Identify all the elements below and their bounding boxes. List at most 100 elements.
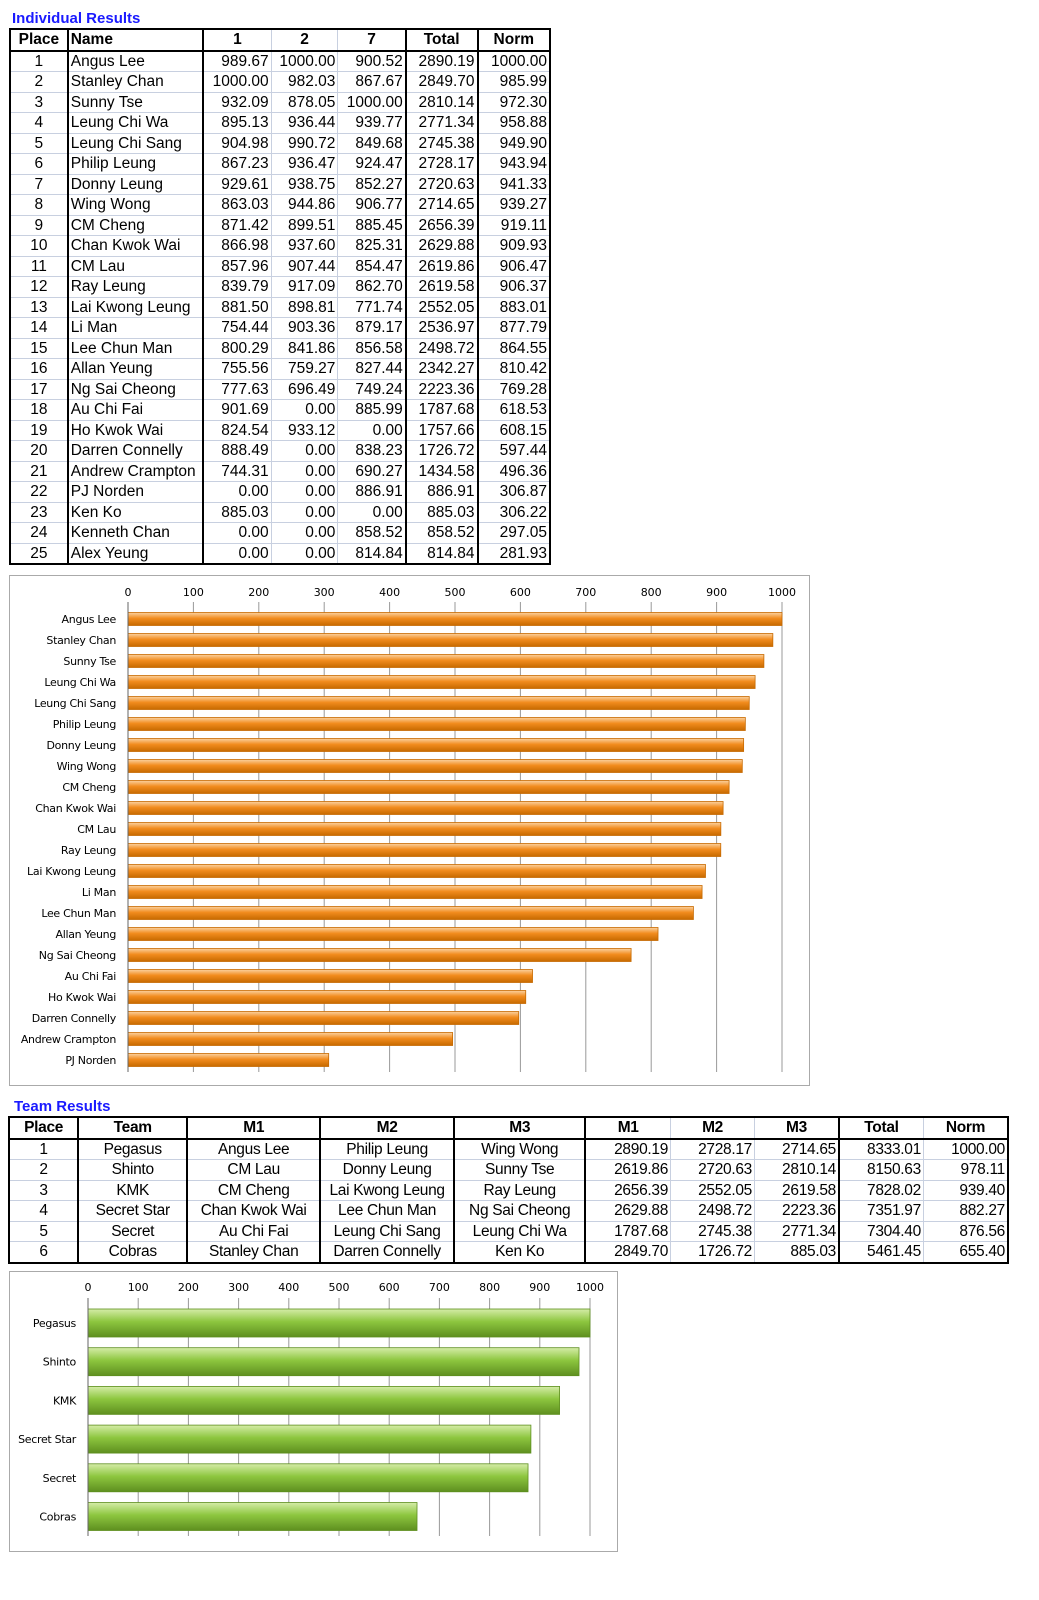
- column-header: Place: [8, 1116, 79, 1140]
- table-cell: 906.77: [337, 194, 407, 216]
- category-label: Stanley Chan: [46, 634, 116, 647]
- table-cell: KMK: [77, 1179, 188, 1201]
- table-cell: 0.00: [270, 460, 339, 482]
- table-row: 2 Shinto CM Lau Donny Leung Sunny Tse 2619.86…: [8, 1159, 1009, 1181]
- table-cell: 863.03: [202, 194, 272, 216]
- table-row: 4 Secret Star Chan Kwok Wai Lee Chun Man Ng …: [8, 1200, 1009, 1222]
- category-label: Lee Chun Man: [41, 907, 116, 920]
- table-cell: 0.00: [270, 542, 339, 565]
- table-cell: 1726.72: [404, 440, 479, 462]
- table-cell: 2771.34: [754, 1220, 840, 1242]
- table-cell: 25: [9, 542, 69, 565]
- table-cell: 882.27: [922, 1200, 1009, 1222]
- table-cell: Ho Kwok Wai: [66, 419, 204, 441]
- tick-label: 100: [183, 586, 204, 599]
- table-cell: 769.28: [476, 378, 551, 400]
- table-cell: 810.42: [476, 358, 551, 380]
- category-label: Li Man: [82, 886, 116, 899]
- table-cell: 15: [9, 337, 69, 359]
- tick-label: 700: [429, 1281, 450, 1294]
- bar: [87, 1308, 591, 1338]
- tick-label: 400: [278, 1281, 299, 1294]
- bar: [127, 948, 632, 962]
- bar: [87, 1347, 580, 1377]
- column-header: 2: [270, 28, 339, 52]
- table-cell: 1: [8, 1138, 79, 1160]
- table-cell: 866.98: [202, 235, 272, 257]
- table-cell: 696.49: [270, 378, 339, 400]
- table-cell: 909.93: [476, 235, 551, 257]
- table-cell: 936.47: [270, 153, 339, 175]
- table-row: 8 Wing Wong 863.03 944.86 906.77 2714.65 939.2…: [9, 194, 551, 216]
- category-label: Chan Kwok Wai: [35, 802, 116, 815]
- table-row: 14 Li Man 754.44 903.36 879.17 2536.97 877.79: [9, 317, 551, 339]
- column-header: M1: [186, 1116, 321, 1140]
- table-cell: 281.93: [476, 542, 551, 565]
- bar: [127, 717, 746, 731]
- table-row: 21 Andrew Crampton 744.31 0.00 690.27 1434.58…: [9, 460, 551, 482]
- table-cell: Darren Connelly: [66, 440, 204, 462]
- table-cell: 881.50: [202, 296, 272, 318]
- table-cell: Cobras: [77, 1241, 188, 1263]
- table-cell: 944.86: [270, 194, 339, 216]
- table-cell: 885.03: [202, 501, 272, 523]
- table-cell: 958.88: [476, 112, 551, 134]
- table-cell: 901.69: [202, 399, 272, 421]
- table-cell: Darren Connelly: [319, 1241, 455, 1263]
- table-cell: 2890.19: [404, 50, 479, 72]
- table-cell: 2745.38: [404, 132, 479, 154]
- table-cell: 5461.45: [837, 1241, 924, 1263]
- category-label: Secret Star: [18, 1433, 77, 1446]
- table-cell: 2629.88: [584, 1200, 672, 1222]
- table-cell: Li Man: [66, 317, 204, 339]
- table-cell: Donny Leung: [319, 1159, 455, 1181]
- table-row: 10 Chan Kwok Wai 866.98 937.60 825.31 2629.88…: [9, 235, 551, 257]
- table-cell: 20: [9, 440, 69, 462]
- tick-label: 1000: [768, 586, 796, 599]
- table-row: 12 Ray Leung 839.79 917.09 862.70 2619.58 906.…: [9, 276, 551, 298]
- table-cell: 899.51: [270, 214, 339, 236]
- table-cell: 597.44: [476, 440, 551, 462]
- table-cell: Lee Chun Man: [319, 1200, 455, 1222]
- table-cell: 1: [9, 50, 69, 72]
- table-row: 6 Philip Leung 867.23 936.47 924.47 2728.17 94…: [9, 153, 551, 175]
- table-cell: 885.99: [337, 399, 407, 421]
- tick-label: 100: [128, 1281, 149, 1294]
- column-header: Name: [66, 28, 204, 52]
- table-cell: 754.44: [202, 317, 272, 339]
- category-label: Lai Kwong Leung: [27, 865, 116, 878]
- table-cell: 12: [9, 276, 69, 298]
- table-cell: CM Cheng: [186, 1179, 321, 1201]
- table-cell: 885.03: [754, 1241, 840, 1263]
- individual-norm-chart: 0 100 200 300 400 500 600 700 800 900 1000 Angus Le…: [9, 575, 810, 1086]
- table-cell: 306.22: [476, 501, 551, 523]
- table-cell: 9: [9, 214, 69, 236]
- table-cell: 2714.65: [404, 194, 479, 216]
- table-cell: 2728.17: [670, 1138, 756, 1160]
- category-label: Andrew Crampton: [21, 1033, 117, 1046]
- bar: [127, 864, 706, 878]
- table-cell: 777.63: [202, 378, 272, 400]
- bar: [127, 906, 694, 920]
- table-cell: 0.00: [270, 501, 339, 523]
- table-cell: 841.86: [270, 337, 339, 359]
- table-cell: 856.58: [337, 337, 407, 359]
- table-cell: 2656.39: [584, 1179, 672, 1201]
- bar: [127, 780, 730, 794]
- column-header: Norm: [922, 1116, 1009, 1140]
- table-cell: 8150.63: [837, 1159, 924, 1181]
- table-cell: CM Cheng: [66, 214, 204, 236]
- table-row: 9 CM Cheng 871.42 899.51 885.45 2656.39 919.11: [9, 214, 551, 236]
- table-cell: 895.13: [202, 112, 272, 134]
- category-label: Ng Sai Cheong: [39, 949, 116, 962]
- table-cell: 2656.39: [404, 214, 479, 236]
- table-cell: 1000.00: [337, 91, 407, 113]
- header-row: Place Name 1 2 7 Total Norm: [9, 28, 551, 52]
- table-cell: Lee Chun Man: [66, 337, 204, 359]
- table-cell: 3: [9, 91, 69, 113]
- header-row: Place Team M1 M2 M3 M1 M2 M3 Total Norm: [8, 1116, 1009, 1140]
- table-cell: Sunny Tse: [453, 1159, 586, 1181]
- table-cell: 814.84: [337, 542, 407, 565]
- table-cell: 618.53: [476, 399, 551, 421]
- column-header: Team: [77, 1116, 188, 1140]
